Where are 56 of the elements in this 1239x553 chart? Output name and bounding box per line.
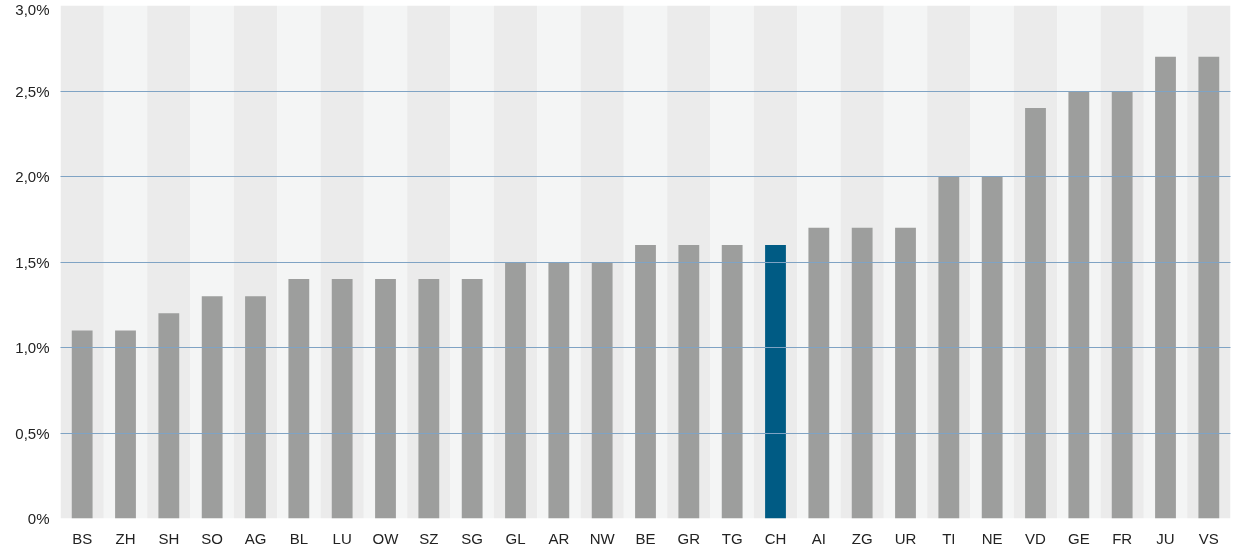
bar	[938, 176, 960, 519]
x-tick-label: JU	[1156, 529, 1175, 547]
x-tick-label: ZH	[115, 529, 136, 547]
x-tick-label: AI	[811, 529, 826, 547]
y-tick-label: 1,0%	[15, 339, 50, 356]
x-tick-label: OW	[372, 529, 400, 547]
x-tick-label: NE	[981, 529, 1003, 547]
x-tick-label: UR	[894, 529, 917, 547]
x-tick-label: SG	[461, 529, 484, 547]
x-tick-label: GR	[677, 529, 701, 547]
bar	[765, 244, 786, 519]
bar	[331, 279, 353, 519]
x-tick-label: TG	[721, 529, 743, 547]
bar	[201, 296, 223, 519]
x-tick-label: BL	[289, 529, 309, 547]
y-tick-label: 2,5%	[15, 82, 50, 100]
bar	[851, 227, 873, 519]
x-tick-label: BS	[72, 529, 93, 547]
bar	[591, 262, 613, 519]
bar	[808, 227, 830, 519]
bar	[288, 279, 310, 519]
bar	[635, 244, 656, 519]
bar	[245, 296, 266, 519]
bar	[678, 244, 700, 519]
x-tick-label: SO	[201, 529, 224, 547]
y-tick-label: 0,5%	[15, 424, 50, 442]
x-tick-label: NW	[589, 529, 616, 547]
x-tick-label: GL	[505, 529, 526, 547]
bar	[71, 330, 93, 519]
x-tick-label: AG	[244, 529, 267, 547]
y-tick-label: 1,5%	[15, 253, 50, 271]
x-tick-label: SH	[158, 529, 180, 547]
x-tick-label: TI	[942, 529, 956, 547]
x-tick-label: LU	[332, 529, 352, 547]
bar	[418, 279, 440, 519]
bar	[895, 227, 916, 519]
y-tick-label: 3,0%	[15, 0, 50, 18]
bar	[981, 176, 1003, 519]
y-tick-label: 0%	[27, 510, 50, 527]
x-tick-label: GE	[1068, 529, 1090, 547]
bar	[548, 262, 570, 519]
bar	[375, 279, 396, 519]
x-tick-label: FR	[1112, 529, 1133, 547]
y-tick-label: 2,0%	[15, 168, 50, 185]
bar	[461, 279, 483, 519]
x-tick-label: ZG	[851, 529, 873, 547]
bar	[505, 262, 526, 519]
x-tick-label: VD	[1025, 529, 1047, 547]
bar	[158, 313, 180, 519]
bar	[721, 244, 743, 519]
x-tick-label: AR	[548, 529, 570, 547]
x-tick-label: CH	[764, 529, 787, 547]
x-tick-label: VS	[1198, 529, 1219, 547]
x-tick-label: SZ	[419, 529, 439, 547]
x-tick-label: BE	[635, 529, 656, 547]
bar	[115, 330, 136, 519]
